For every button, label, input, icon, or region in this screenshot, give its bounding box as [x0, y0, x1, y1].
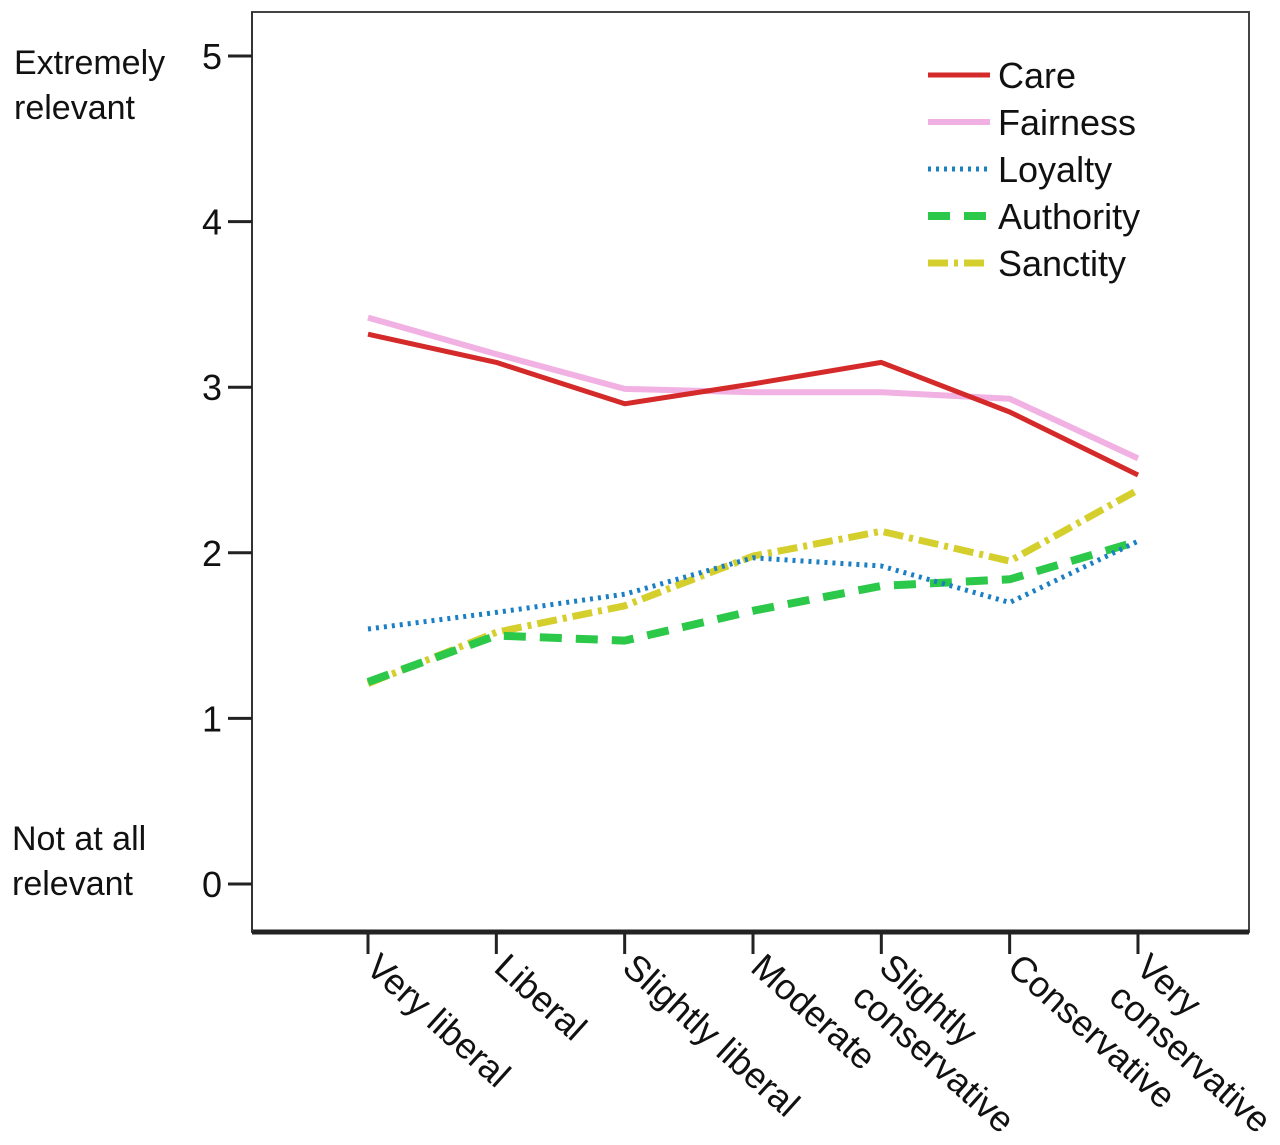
x-tick-label: Liberal — [487, 945, 595, 1048]
y-bottom-label: Not at all — [12, 820, 146, 858]
legend-label-authority: Authority — [998, 196, 1140, 237]
legend: Care Fairness Loyalty Authority Sanctity — [928, 55, 1140, 284]
y-tick-label: 4 — [202, 202, 222, 243]
y-tick-label: 5 — [202, 36, 222, 77]
y-tick-label: 2 — [202, 533, 222, 574]
y-side-labels: Extremely relevant Not at all relevant — [12, 44, 165, 903]
legend-label-care: Care — [998, 55, 1076, 96]
legend-label-fairness: Fairness — [998, 102, 1136, 143]
series-lines — [366, 314, 1140, 687]
legend-label-loyalty: Loyalty — [998, 149, 1112, 190]
y-tick-label: 0 — [202, 864, 222, 905]
series-line-sanctity — [366, 486, 1140, 687]
series-line-care — [367, 331, 1140, 478]
legend-label-sanctity: Sanctity — [998, 243, 1126, 284]
series-line-loyalty — [367, 538, 1140, 632]
y-top-label: Extremely — [14, 44, 165, 82]
series-line-fairness — [367, 314, 1140, 462]
series-line-authority — [366, 537, 1140, 686]
y-ticks: 0 1 2 3 4 5 — [202, 36, 252, 905]
y-bottom-label: relevant — [12, 865, 134, 903]
y-tick-label: 1 — [202, 698, 222, 739]
y-top-label: relevant — [14, 89, 136, 127]
y-tick-label: 3 — [202, 367, 222, 408]
x-tick-label-line: Liberal — [487, 945, 595, 1048]
